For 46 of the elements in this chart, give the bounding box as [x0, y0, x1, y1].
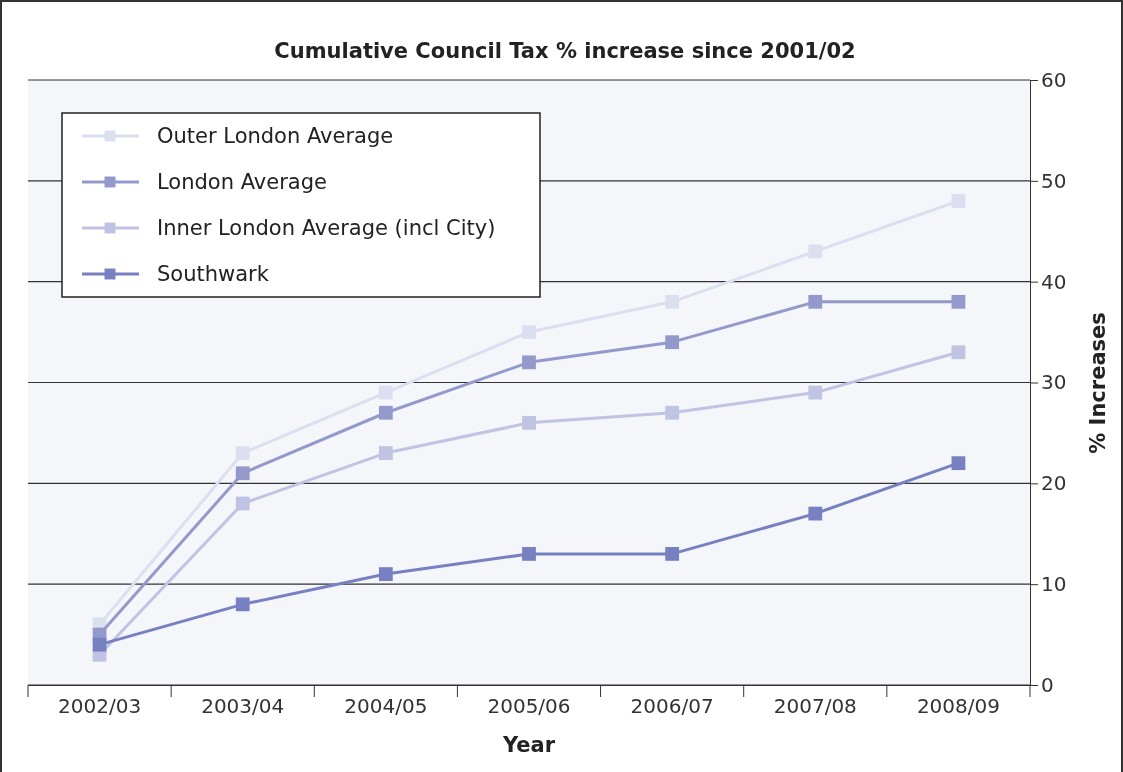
point	[808, 506, 823, 521]
point	[951, 194, 966, 208]
point	[378, 405, 393, 420]
point	[522, 415, 536, 430]
x-tick-label: 2005/06	[487, 694, 571, 719]
point	[665, 405, 680, 420]
x-tick-label: 2007/08	[773, 694, 857, 719]
point	[92, 637, 107, 652]
x-tick-label: 2008/09	[916, 694, 1000, 719]
point	[378, 567, 393, 581]
legend-label: London Average	[157, 170, 327, 194]
x-tick-label: 2003/04	[201, 694, 285, 719]
point	[235, 466, 250, 481]
y-axis-title: % Increases	[1086, 312, 1110, 454]
legend-label: Southwark	[157, 262, 270, 286]
point	[522, 547, 536, 561]
y-tick-label: 60	[1041, 67, 1067, 92]
point	[378, 446, 393, 460]
point	[378, 385, 393, 400]
y-tick-label: 50	[1041, 168, 1067, 193]
point	[665, 335, 680, 350]
point	[951, 294, 966, 309]
point	[808, 244, 823, 259]
y-tick-label: 30	[1041, 370, 1067, 395]
point	[235, 597, 250, 612]
point	[808, 385, 823, 400]
y-tick-label: 40	[1041, 269, 1067, 294]
point	[808, 294, 823, 309]
legend-label: Inner London Average (incl City)	[157, 216, 496, 240]
point	[235, 446, 250, 460]
x-axis-title: Year	[501, 733, 556, 757]
y-tick-label: 0	[1041, 672, 1054, 697]
chart-title: Cumulative Council Tax % increase since 2001/02	[274, 39, 856, 63]
point	[665, 294, 680, 309]
x-tick-label: 2004/05	[344, 694, 428, 719]
x-tick-label: 2006/07	[630, 694, 714, 719]
point	[522, 355, 536, 370]
point	[951, 456, 966, 471]
y-tick-label: 20	[1041, 471, 1067, 496]
y-tick-label: 10	[1041, 572, 1067, 597]
x-tick-label: 2002/03	[58, 694, 142, 719]
legend-label: Outer London Average	[157, 124, 394, 148]
point	[951, 345, 966, 360]
point	[665, 547, 680, 561]
point	[235, 496, 250, 511]
point	[522, 325, 536, 339]
